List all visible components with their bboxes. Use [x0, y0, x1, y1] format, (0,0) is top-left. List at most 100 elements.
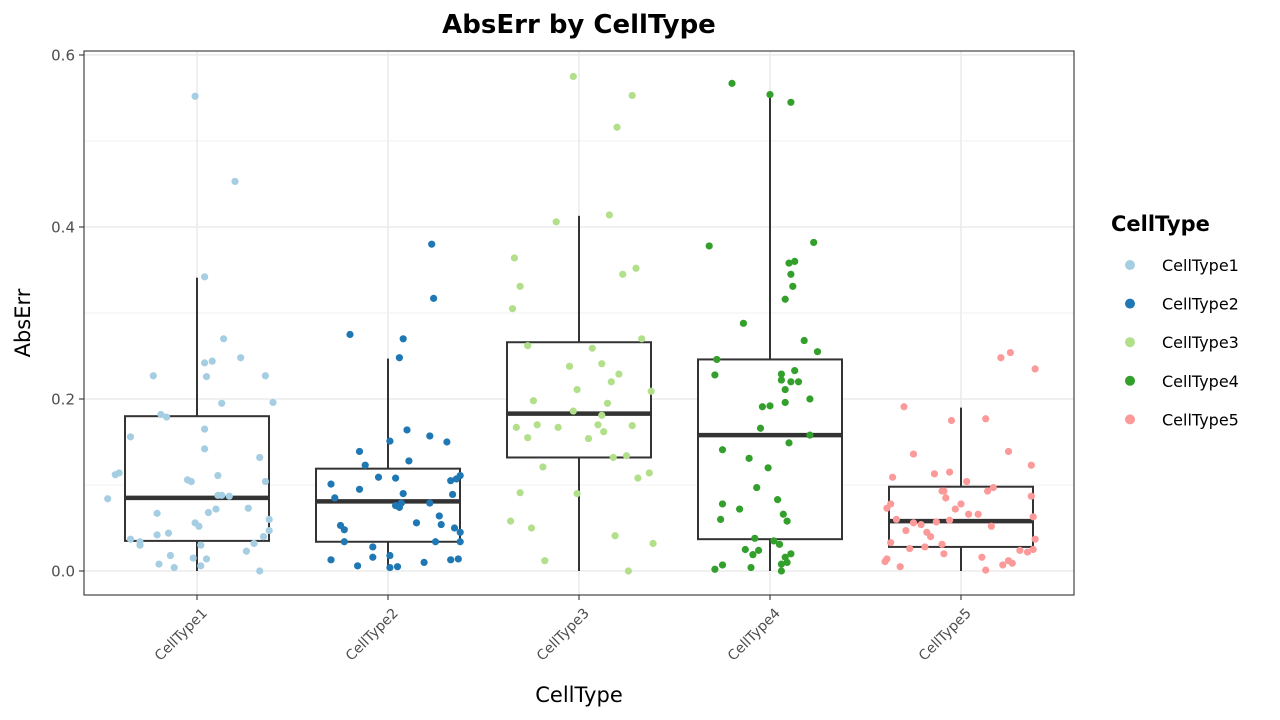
data-point — [779, 510, 787, 518]
data-point — [157, 410, 165, 419]
data-point — [527, 524, 536, 532]
data-point — [600, 428, 608, 436]
x-tick-label: CellType3 — [534, 605, 593, 664]
data-point — [220, 335, 228, 343]
data-point — [892, 515, 901, 524]
data-point — [951, 505, 959, 513]
data-point — [435, 512, 443, 520]
data-point — [619, 270, 627, 278]
data-point — [541, 557, 549, 565]
data-point — [1006, 348, 1015, 357]
data-point — [374, 473, 383, 481]
data-point — [340, 526, 348, 534]
data-point — [539, 463, 547, 471]
data-point — [909, 450, 918, 458]
data-point — [906, 545, 914, 553]
data-point — [896, 563, 904, 571]
data-point — [447, 556, 455, 564]
data-point — [395, 503, 403, 511]
data-point — [189, 554, 197, 562]
legend-item-celltype1: CellType1 — [1125, 256, 1239, 275]
data-point — [622, 452, 631, 460]
data-point — [775, 540, 784, 548]
data-point — [603, 399, 612, 407]
data-point — [940, 487, 948, 495]
data-point — [728, 79, 736, 87]
data-point — [917, 520, 925, 529]
data-point — [250, 539, 258, 548]
y-tick-label: 0.4 — [51, 219, 75, 237]
data-point — [1004, 447, 1013, 456]
data-point — [426, 499, 434, 507]
box-celltype5 — [888, 407, 1034, 571]
data-point — [225, 492, 233, 500]
data-point — [624, 567, 633, 575]
chart-title: AbsErr by CellType — [442, 10, 716, 40]
data-point — [628, 91, 636, 100]
y-tick-label: 0.6 — [51, 47, 75, 65]
legend-label: CellType4 — [1162, 372, 1239, 391]
data-point — [974, 510, 982, 518]
legend-item-celltype4: CellType4 — [1125, 372, 1239, 391]
legend: CellType CellType1CellType2CellType3Cell… — [1111, 212, 1239, 429]
data-point — [777, 560, 786, 568]
data-point — [921, 543, 929, 551]
data-point — [806, 431, 814, 439]
data-point — [569, 407, 577, 415]
data-point — [327, 556, 335, 564]
y-tick-label: 0.2 — [51, 391, 75, 409]
data-point — [965, 510, 973, 518]
data-point — [269, 398, 277, 407]
data-point — [256, 453, 264, 462]
data-point — [431, 538, 440, 546]
data-point — [909, 519, 918, 527]
data-point — [787, 270, 795, 278]
data-point — [946, 516, 954, 524]
data-point — [1027, 492, 1035, 500]
data-point — [783, 558, 791, 567]
data-point — [718, 500, 727, 508]
x-axis-ticks: CellType1 CellType2 CellType3 CellType4 Cell… — [152, 595, 975, 664]
data-point — [889, 473, 897, 481]
data-point — [261, 477, 269, 486]
data-point — [573, 385, 581, 394]
data-point — [244, 504, 252, 512]
data-point — [927, 533, 935, 541]
data-point — [1008, 559, 1016, 567]
data-point — [214, 471, 222, 480]
legend-title: CellType — [1111, 212, 1210, 236]
data-point — [741, 545, 749, 554]
data-point — [989, 483, 997, 492]
data-point — [785, 439, 793, 447]
data-point — [609, 453, 617, 462]
data-point — [791, 367, 799, 375]
data-point — [163, 413, 171, 421]
data-point — [195, 522, 203, 530]
data-point — [204, 508, 212, 517]
data-point — [645, 469, 653, 477]
data-point — [430, 294, 438, 302]
data-point — [749, 551, 757, 559]
data-point — [516, 489, 524, 497]
data-point — [718, 561, 727, 569]
legend-label: CellType5 — [1162, 410, 1239, 429]
legend-label: CellType2 — [1162, 295, 1239, 314]
data-point — [403, 426, 411, 434]
data-point — [774, 496, 782, 504]
data-point — [594, 421, 602, 429]
data-point — [447, 477, 455, 485]
data-point — [649, 539, 657, 548]
data-point — [810, 238, 818, 247]
data-point — [718, 446, 727, 454]
data-point — [256, 567, 264, 575]
data-point — [554, 423, 562, 431]
data-point — [615, 370, 623, 378]
data-point — [426, 432, 434, 440]
data-point — [261, 372, 269, 380]
data-point — [533, 421, 541, 429]
data-point — [777, 567, 786, 575]
y-axis-ticks: 0.0 0.2 0.4 0.6 — [51, 47, 84, 581]
data-point — [361, 461, 369, 469]
